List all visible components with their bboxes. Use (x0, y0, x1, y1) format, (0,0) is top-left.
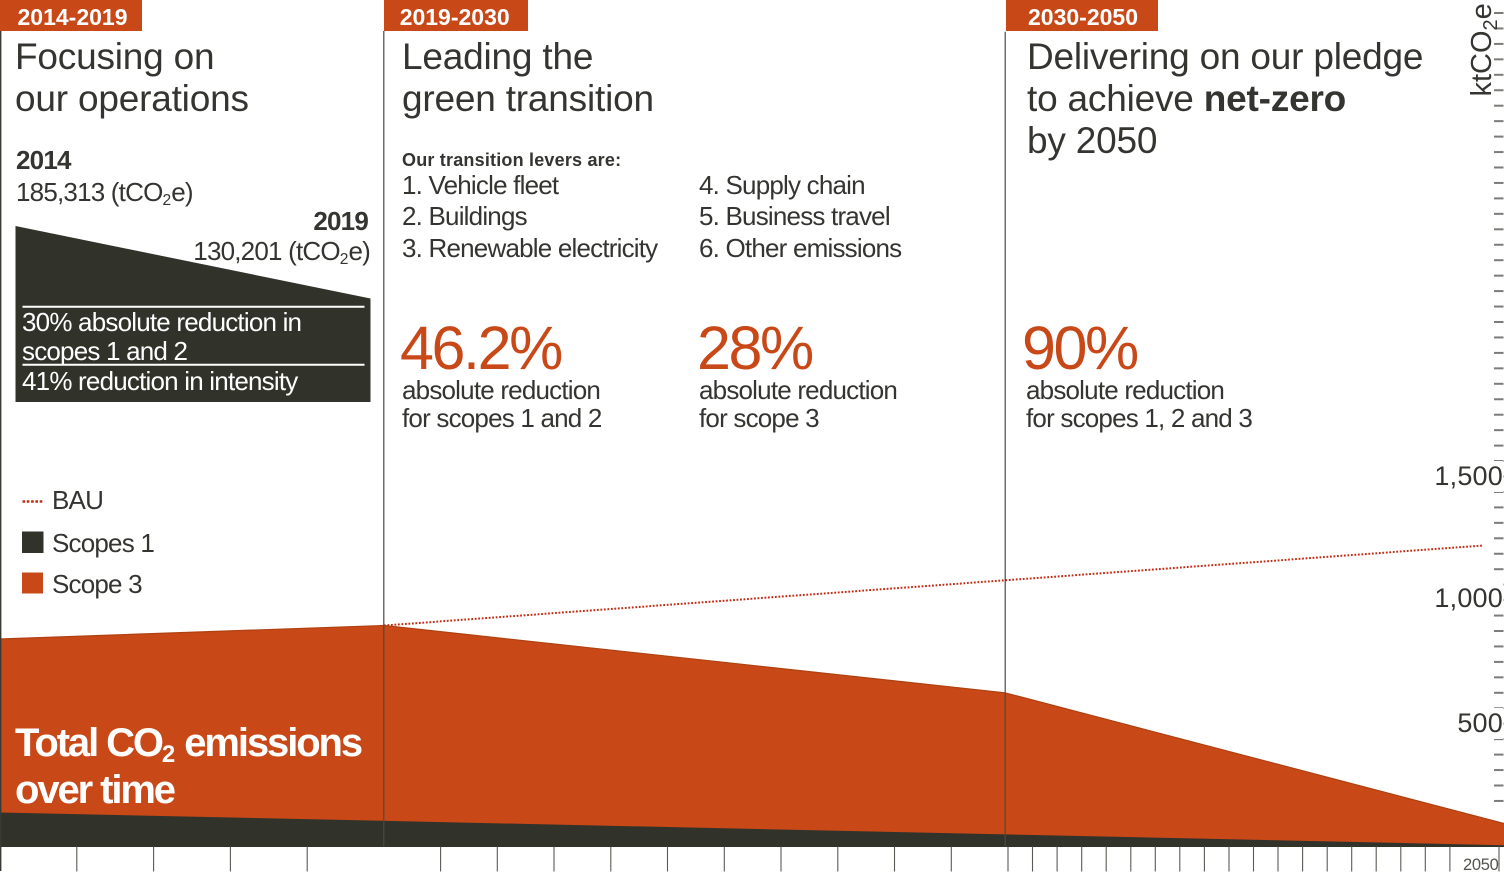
svg-text:ktCO2e: ktCO2e (1466, 3, 1502, 96)
